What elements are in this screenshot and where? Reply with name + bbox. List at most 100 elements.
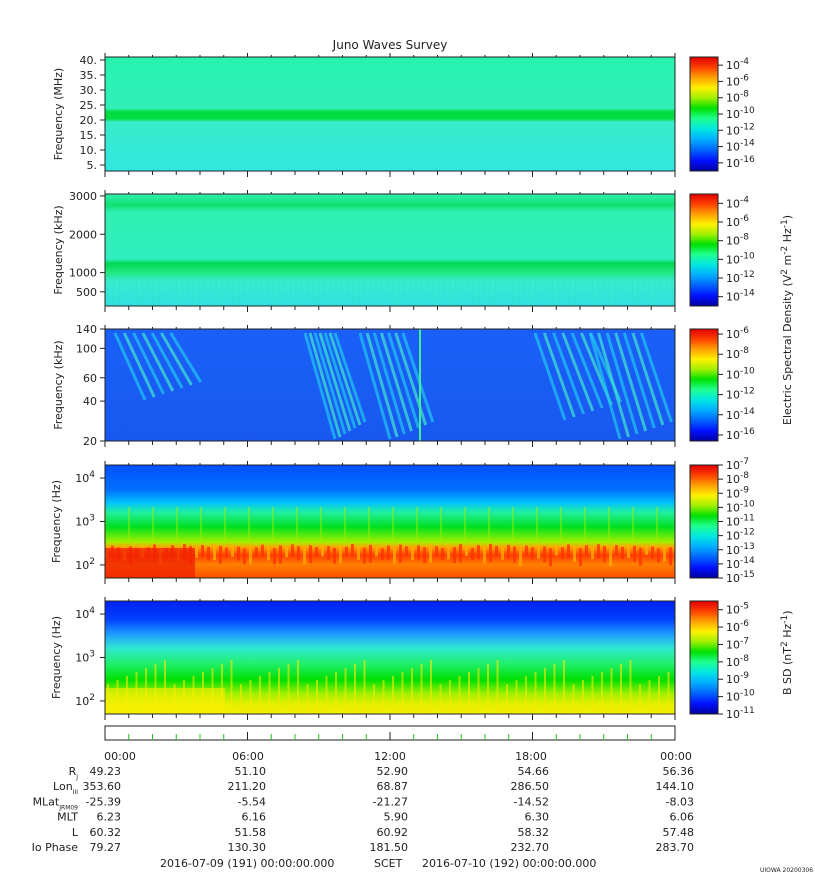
colorbar-tick-label: 10-10	[726, 366, 755, 381]
colorbar-tick-label: 10-9	[726, 485, 749, 500]
y-axis-label: Frequency (Hz)	[50, 480, 63, 563]
ephemeris-value: 58.32	[518, 826, 550, 839]
burst-streak	[132, 332, 165, 395]
burst-streak	[365, 332, 399, 438]
burst-streak	[328, 332, 362, 426]
band-cell	[357, 545, 360, 560]
burst-streak	[379, 332, 413, 432]
ephemeris-row-label: MLT	[57, 811, 78, 824]
spectrogram-panels: 5. 10. 15. 20. 25. 30. 35. 40. Frequency (MHz) 10…	[50, 53, 755, 721]
y-tick-label: 2000	[69, 228, 97, 241]
band-cell	[567, 544, 570, 559]
band-cell	[261, 544, 264, 557]
time-tick-label: 00:00	[660, 750, 692, 763]
ephemeris-value: 353.60	[83, 780, 122, 793]
y-tick-label: 35.	[80, 69, 98, 82]
burst-streak	[113, 332, 147, 401]
band-cell	[465, 546, 468, 556]
bright-region	[105, 688, 225, 714]
band-cell	[219, 545, 222, 564]
band-cell	[393, 547, 396, 564]
ephemeris-value: 57.48	[663, 826, 695, 839]
ephemeris-value: 60.92	[377, 826, 409, 839]
colorbar-tick-label: 10-8	[726, 90, 749, 105]
band-cell	[525, 545, 528, 556]
band-cell	[417, 545, 420, 560]
band-cell	[309, 545, 312, 564]
band-cell	[315, 547, 318, 557]
burst-streak	[169, 332, 202, 383]
burst-streak	[303, 332, 337, 440]
ephemeris-value: 51.10	[235, 765, 267, 778]
ephemeris-value: -5.54	[238, 795, 266, 808]
ephemeris-value: 60.32	[90, 826, 122, 839]
burst-streak	[150, 332, 184, 389]
band-cell	[381, 548, 384, 561]
y-tick-label: 103	[75, 650, 95, 665]
burst-streak	[597, 332, 631, 438]
colorbar-tick-label: 10-10	[726, 251, 755, 266]
band-cell	[507, 544, 510, 559]
ephemeris-value: -25.39	[86, 795, 121, 808]
colorbar-tick-label: 10-14	[726, 139, 755, 154]
colorbar-tick-label: 10-14	[726, 289, 755, 304]
colorbar-tick-label: 10-12	[726, 270, 755, 285]
ephemeris-value: -14.52	[514, 795, 549, 808]
ephemeris-value: 181.50	[370, 841, 409, 854]
band-cell	[489, 544, 492, 562]
band-cell	[429, 544, 432, 563]
ephemeris-value: 68.87	[377, 780, 409, 793]
burst-streak	[588, 332, 622, 440]
spectrogram-panel-4: 102 103 104 Frequency (Hz) 10-710-810-910-10…	[50, 457, 755, 585]
ephemeris-value: 51.58	[235, 826, 267, 839]
colorbar-tick-label: 10-15	[726, 570, 755, 585]
burst-streak	[640, 332, 673, 423]
band-cell	[201, 545, 204, 557]
colorbar-tick-label: 10-12	[726, 387, 755, 402]
y-tick-label: 25.	[80, 99, 98, 112]
y-tick-label: 103	[75, 514, 95, 529]
band-cell	[231, 544, 234, 557]
burst-streak	[318, 332, 352, 432]
y-tick-label: 102	[75, 557, 95, 572]
band-cell	[435, 546, 438, 557]
ephemeris-value: 6.06	[670, 811, 695, 824]
spectrogram-heatmap	[105, 194, 675, 306]
y-tick-label: 15.	[80, 129, 98, 142]
band-cell	[399, 544, 402, 563]
colorbar-tick-label: 10-6	[726, 326, 749, 341]
colorbar-tick-label: 10-14	[726, 556, 755, 571]
burst-streak	[614, 332, 648, 432]
ephemeris-value: -21.27	[373, 795, 408, 808]
ephemeris-value: 144.10	[656, 780, 695, 793]
y-tick-label: 30.	[80, 84, 98, 97]
burst-streak	[313, 332, 347, 435]
band-cell	[441, 548, 444, 560]
band-cell	[471, 547, 474, 560]
y-tick-label: 1000	[69, 267, 97, 280]
band-cell	[663, 545, 666, 562]
burst-streak	[358, 332, 392, 440]
band-cell	[225, 547, 228, 558]
spectrogram-heatmap	[105, 57, 675, 171]
band-cell	[657, 548, 660, 563]
ephemeris-row-label: RJ	[69, 765, 79, 781]
colorbar-scale	[689, 464, 719, 579]
colorbar-5: 10-5 10-6 10-7 10-8 10-9 10-10 10-11	[689, 600, 755, 721]
burst-streak	[333, 332, 367, 423]
burst-streak	[141, 332, 175, 392]
band-cell	[543, 546, 546, 563]
colorbar-tick-label: 10-10	[726, 689, 755, 704]
band-cell	[243, 548, 246, 565]
y-tick-label: 40	[83, 395, 97, 408]
band-cell	[609, 547, 612, 566]
y-tick-label: 104	[75, 606, 95, 621]
spectrogram-texture	[105, 660, 670, 714]
band-cell	[651, 546, 654, 559]
y-tick-label: 5.	[87, 159, 98, 172]
colorbar-tick-label: 10-8	[726, 471, 749, 486]
colorbar-tick-label: 10-4	[726, 57, 749, 72]
